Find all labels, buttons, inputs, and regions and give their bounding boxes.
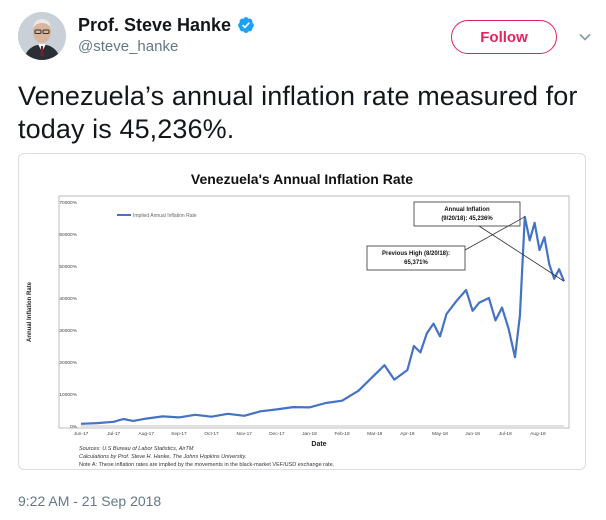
y-tick-label: 60000% (59, 232, 77, 238)
series-line (80, 215, 566, 425)
x-tick-label: Sep-17 (171, 431, 187, 437)
x-tick-label: Jun-17 (74, 431, 89, 437)
annotations: Annual Inflation (9/20/18): 45,236% Prev… (366, 201, 565, 282)
x-axis-label: Date (311, 441, 326, 448)
verified-icon (237, 16, 255, 34)
annotation-arrow-previous (464, 216, 526, 251)
y-tick-label: 20000% (59, 360, 77, 366)
chart-note-calculations: Calculations by Prof. Steve H. Hanke, Th… (79, 454, 247, 460)
display-name[interactable]: Prof. Steve Hanke (78, 15, 232, 35)
annotation-current-line2: (9/20/18): 45,236% (441, 216, 493, 222)
y-tick-label: 10000% (59, 392, 77, 398)
caret-down-icon[interactable] (578, 30, 592, 44)
avatar-portrait (18, 12, 66, 60)
x-tick-label: Jun-18 (465, 431, 480, 437)
y-axis-label: Annual Inflation Rate (27, 281, 33, 342)
annotation-arrow-current (478, 225, 565, 282)
x-tick-label: Oct-17 (204, 431, 219, 437)
tweet-media-chart[interactable]: Venezuela's Annual Inflation Rate 0% 1000… (18, 153, 586, 470)
inflation-chart: Venezuela's Annual Inflation Rate 0% 1000… (27, 171, 570, 468)
y-tick-label: 0% (70, 424, 78, 430)
timestamp[interactable]: 9:22 AM - 21 Sep 2018 (18, 493, 162, 509)
x-tick-label: Jan-18 (302, 431, 317, 437)
x-tick-label: Apr-18 (400, 431, 415, 437)
y-tick-label: 70000% (59, 200, 77, 206)
y-tick-label: 50000% (59, 264, 77, 270)
chart-title: Venezuela's Annual Inflation Rate (191, 171, 413, 187)
avatar[interactable] (18, 12, 66, 60)
x-tick-label: Dec-17 (269, 431, 285, 437)
y-tick-label: 40000% (59, 296, 77, 302)
follow-button[interactable]: Follow (451, 20, 557, 54)
chart-note-sources: Sources: U.S Bureau of Labor Statistics,… (79, 446, 194, 452)
user-info: Prof. Steve Hanke @steve_hanke (78, 14, 255, 56)
user-handle[interactable]: @steve_hanke (78, 38, 179, 55)
tweet-text: Venezuela’s annual inflation rate measur… (18, 81, 578, 144)
annotation-current-line1: Annual Inflation (444, 207, 490, 213)
x-tick-label: Aug-17 (139, 431, 155, 437)
annotation-previous-line2: 65,371% (404, 260, 428, 266)
chart-note-a: Note A: These inflation rates are implie… (79, 462, 335, 468)
x-tick-label: Nov-17 (236, 431, 252, 437)
x-tick-label: Feb-18 (334, 431, 350, 437)
x-tick-label: Jul-18 (499, 431, 512, 437)
y-tick-label: 30000% (59, 328, 77, 334)
x-tick-label: Jul-17 (107, 431, 120, 437)
annotation-previous-line1: Previous High (8/20/18): (382, 251, 450, 257)
x-tick-label: Mar-18 (367, 431, 383, 437)
legend-label: Implied Annual Inflation Rate (133, 213, 197, 219)
x-tick-label: Aug-18 (530, 431, 546, 437)
x-tick-label: May-18 (432, 431, 448, 437)
